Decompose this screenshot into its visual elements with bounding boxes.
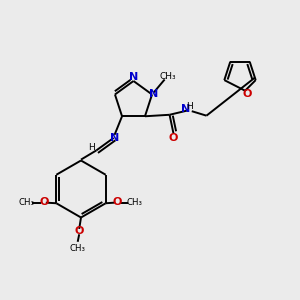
Text: O: O: [243, 89, 252, 99]
Text: N: N: [110, 133, 119, 142]
Text: O: O: [169, 133, 178, 143]
Text: H: H: [187, 102, 193, 111]
Text: O: O: [39, 197, 48, 207]
Text: N: N: [129, 72, 138, 82]
Text: CH₃: CH₃: [18, 198, 34, 207]
Text: N: N: [181, 104, 190, 114]
Text: O: O: [112, 197, 122, 207]
Text: O: O: [74, 226, 84, 236]
Text: CH₃: CH₃: [70, 244, 86, 253]
Text: CH₃: CH₃: [126, 198, 142, 207]
Text: H: H: [88, 143, 95, 152]
Text: CH₃: CH₃: [160, 72, 177, 81]
Text: N: N: [149, 89, 158, 100]
